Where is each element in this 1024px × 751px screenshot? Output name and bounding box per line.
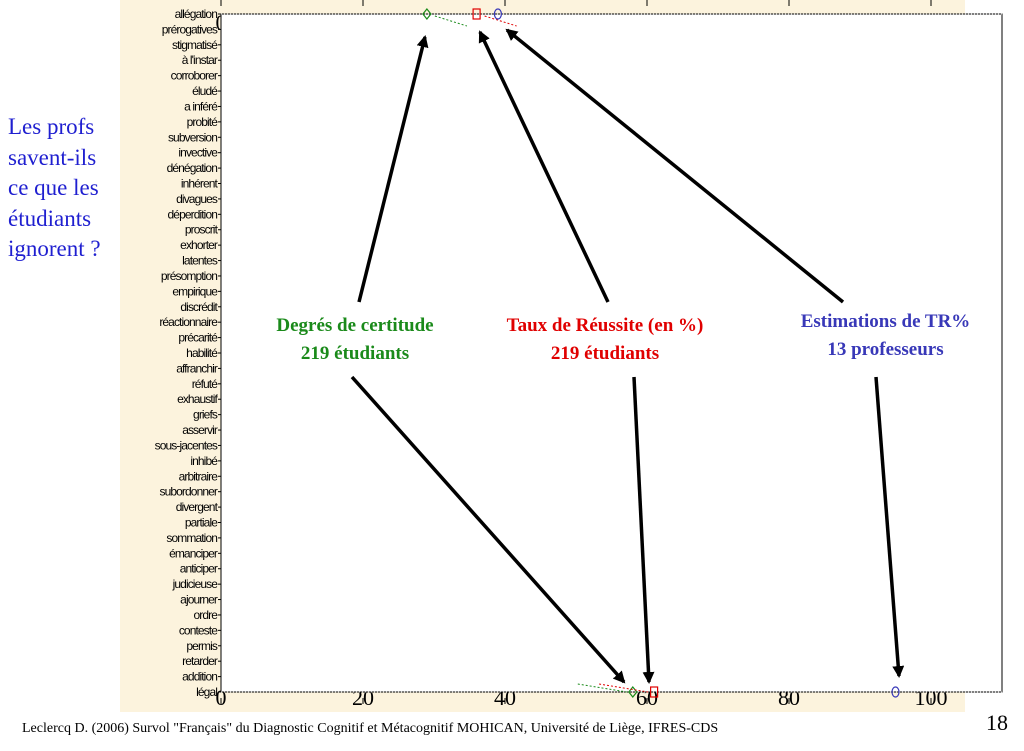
category-label: légal — [196, 685, 217, 699]
category-label: discrédit — [180, 300, 218, 314]
category-label: réfuté — [192, 377, 219, 391]
point-diamond — [422, 8, 432, 20]
category-label: ajourner — [180, 593, 218, 607]
category-label: ordre — [193, 608, 218, 622]
category-label: invective — [178, 146, 218, 160]
category-label: a inféré — [184, 99, 218, 113]
slide-number: 18 — [986, 710, 1008, 735]
category-label: sommation — [166, 531, 217, 545]
category-label: divagues — [176, 192, 218, 206]
category-label: présomption — [161, 269, 217, 283]
chart-svg: 002020404060608080100100 allégationpréro… — [155, 0, 1003, 710]
x-tick-label-bottom: 0 — [216, 685, 227, 710]
category-label: à l'instar — [182, 53, 218, 67]
category-label: habilité — [186, 346, 218, 360]
point-square — [472, 8, 481, 20]
category-label: inhérent — [181, 177, 219, 191]
category-label: subversion — [168, 130, 217, 144]
category-label: divergent — [176, 500, 219, 514]
category-label: sous-jacentes — [155, 438, 218, 452]
category-label: proscrit — [185, 223, 219, 237]
category-label: déperdition — [168, 207, 218, 221]
callout-certitude: Degrés de certitude 219 étudiants — [276, 315, 434, 364]
category-label: anticiper — [180, 562, 218, 576]
category-label: dénégation — [167, 161, 218, 175]
category-label: précarité — [178, 331, 218, 345]
category-label: retarder — [182, 654, 218, 668]
footer-citation: Leclercq D. (2006) Survol "Français" du … — [22, 721, 719, 736]
arrow-estimations-bottom — [874, 376, 905, 678]
callout-estimations: Estimations de TR% 13 professeurs — [800, 311, 971, 360]
category-label: latentes — [182, 254, 218, 268]
point-circle — [493, 8, 502, 20]
category-label: inhibé — [190, 454, 218, 468]
category-label: griefs — [193, 408, 218, 422]
category-label: empirique — [172, 284, 218, 298]
category-label: réactionnaire — [159, 315, 218, 329]
category-label: affranchir — [176, 361, 218, 375]
category-label: partiale — [185, 516, 218, 530]
series-connector-top — [434, 15, 468, 27]
series-connector-bottom — [599, 683, 649, 693]
category-label: judicieuse — [172, 577, 219, 591]
callout-reussite: Taux de Réussite (en %) 219 étudiants — [506, 315, 704, 364]
category-label: asservir — [182, 423, 218, 437]
category-label: permis — [186, 639, 218, 653]
arrow-estimations-top — [505, 28, 845, 304]
category-label: arbitraire — [179, 469, 219, 483]
category-label: addition — [182, 670, 217, 684]
series-connector-bottom — [577, 683, 627, 693]
category-label: conteste — [179, 623, 218, 637]
series-connector-top — [484, 15, 517, 27]
category-label: probité — [187, 115, 219, 129]
category-label: subordonner — [160, 485, 218, 499]
arrow-reussite-top — [478, 30, 610, 303]
category-label: exhaustif — [177, 392, 218, 406]
question-text: Les profs savent-ils ce que les étudiant… — [8, 114, 101, 261]
category-label: stigmatisé — [172, 38, 218, 52]
arrow-certitude-top — [357, 35, 429, 303]
category-label: prérogatives — [162, 22, 218, 36]
arrow-certitude-bottom — [350, 375, 626, 684]
category-label: allégation — [175, 7, 218, 21]
arrow-reussite-bottom — [632, 376, 655, 684]
point-square — [649, 686, 659, 698]
category-label: éludé — [192, 84, 218, 98]
category-label: émanciper — [169, 546, 218, 560]
category-label: corroborer — [171, 69, 218, 83]
point-circle — [891, 686, 900, 698]
category-label: exhorter — [180, 238, 218, 252]
